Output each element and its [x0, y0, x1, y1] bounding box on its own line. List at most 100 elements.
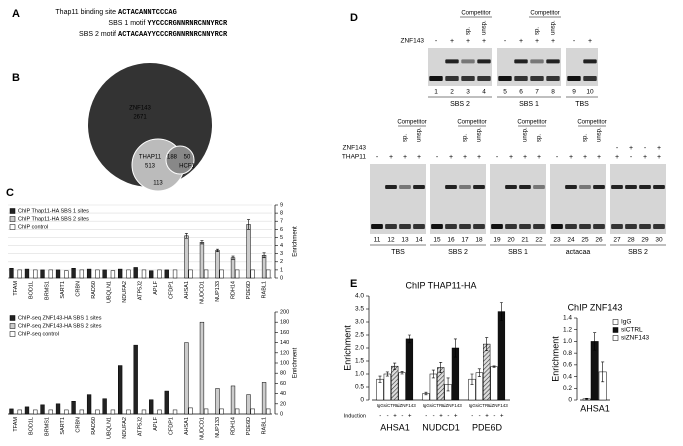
bar: [172, 409, 178, 415]
free-probe-band: [429, 76, 443, 81]
free-probe-band: [533, 224, 545, 229]
legend-swatch: [9, 208, 16, 214]
lane-number: 10: [586, 89, 594, 96]
legend-label: ChIP-seq control: [18, 331, 59, 337]
lane-number: 15: [433, 237, 441, 244]
lane-number: 28: [627, 237, 635, 244]
shifted-band: [514, 59, 528, 64]
shifted-band: [519, 185, 531, 189]
bar: [246, 224, 251, 279]
bar: [234, 408, 240, 415]
bar: [250, 269, 255, 279]
induction-sign: +: [500, 414, 504, 420]
error-bar: [477, 368, 481, 377]
free-probe-band: [413, 224, 425, 229]
error-bar: [431, 369, 435, 379]
panel-label: A: [12, 8, 20, 20]
free-probe-band: [399, 224, 411, 229]
x-tick-label: RAD50: [91, 417, 97, 435]
bar: [383, 373, 391, 401]
bar: [48, 409, 53, 415]
bar: [126, 409, 131, 415]
bar: [79, 269, 85, 279]
x-tick-label: NUDCD1: [422, 422, 460, 432]
y-tick-label: 7: [280, 219, 283, 225]
y-tick-label: 0: [568, 397, 572, 404]
error-bar: [453, 338, 457, 358]
shifted-band: [565, 185, 577, 189]
bar-label: siZNF143: [396, 403, 416, 408]
lane-number: 8: [551, 89, 555, 96]
lane-number: 21: [521, 237, 529, 244]
competitor-type: sp.: [537, 134, 543, 142]
x-tick-label: RDH14: [231, 281, 237, 299]
venn-count: 50: [184, 155, 191, 161]
bar: [71, 401, 76, 415]
legend-label: siCTRL: [621, 327, 643, 334]
bar: [102, 269, 107, 279]
sign: -: [496, 154, 499, 161]
competitor-type: unsp.: [477, 127, 483, 142]
competitor-type: sp.: [466, 27, 472, 35]
bar: [33, 409, 38, 415]
legend-swatch: [9, 216, 16, 222]
bar: [86, 394, 92, 415]
sign: +: [450, 38, 454, 45]
sign: -: [435, 38, 438, 45]
induction-sign: +: [393, 414, 397, 420]
x-tick-label: NDUFA2: [122, 417, 128, 439]
y-tick-label: 60: [280, 381, 286, 387]
legend-swatch: [9, 323, 16, 329]
induction-label: Induction: [344, 413, 366, 419]
y-axis-label: Enrichment: [293, 226, 299, 257]
lane-number: 23: [553, 237, 561, 244]
shifted-band: [445, 185, 457, 189]
free-probe-band: [445, 224, 457, 229]
sign: -: [573, 38, 576, 45]
bar: [215, 250, 220, 279]
sign: +: [449, 154, 453, 161]
competitor-type: unsp.: [417, 127, 423, 142]
free-probe-band: [514, 76, 528, 81]
error-bar: [492, 365, 496, 368]
sign: +: [551, 38, 555, 45]
lane-number: 5: [503, 89, 507, 96]
bar: [188, 269, 193, 279]
motif-label: SBS 2 motif: [79, 31, 116, 38]
shifted-band: [530, 59, 544, 64]
x-tick-label: RDH14: [231, 417, 237, 435]
row-label: ZNF143: [401, 38, 425, 45]
sign: +: [477, 154, 481, 161]
shifted-band: [459, 185, 471, 189]
y-tick-label: 8: [280, 211, 283, 217]
error-bar: [231, 255, 235, 260]
x-tick-label: UBQLN1: [106, 281, 112, 303]
sign: +: [509, 154, 513, 161]
bar: [164, 269, 169, 279]
panel-label: E: [350, 278, 357, 290]
bar: [126, 269, 131, 279]
y-tick-label: 40: [280, 391, 286, 397]
x-tick-label: TFAM: [13, 281, 19, 296]
y-tick-label: 0: [360, 397, 364, 404]
error-bar: [601, 361, 605, 383]
legend-swatch: [9, 224, 16, 230]
sign: +: [519, 38, 523, 45]
free-probe-band: [505, 224, 517, 229]
motif-sequence: NNRNRCNNYRCR: [177, 20, 228, 28]
sign: -: [504, 38, 507, 45]
x-tick-label: PDE6D: [246, 417, 252, 435]
x-tick-label: NUDCD1: [200, 281, 206, 304]
legend-label: siZNF143: [621, 335, 650, 342]
bar: [184, 235, 189, 279]
legend-label: ChIP-seq ZNF143-HA SBS 2 sites: [18, 323, 102, 329]
bar: [483, 343, 491, 401]
gel-piece: [490, 164, 546, 234]
x-tick-label: SART1: [60, 281, 66, 299]
shifted-band: [653, 185, 665, 189]
legend-swatch: [9, 315, 16, 321]
bar: [391, 365, 399, 401]
x-tick-label: PDE6D: [246, 281, 252, 299]
induction-sign: -: [425, 414, 427, 420]
free-probe-band: [498, 76, 512, 81]
